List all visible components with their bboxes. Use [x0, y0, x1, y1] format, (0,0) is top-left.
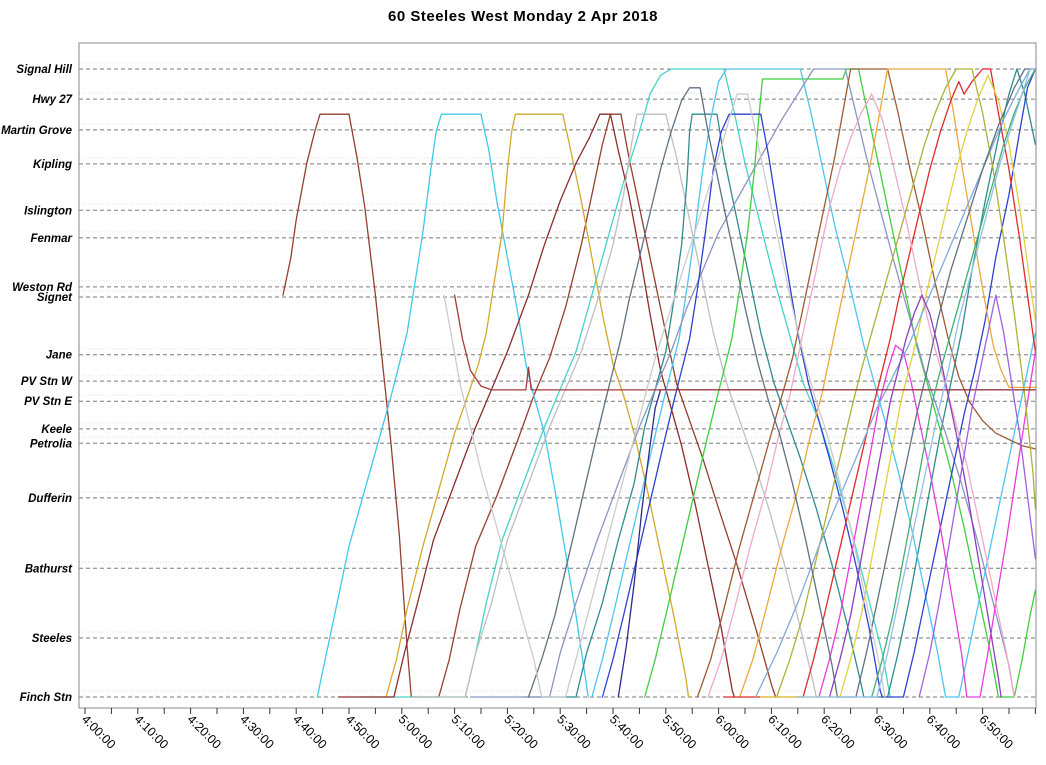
trip-seagreen: [871, 68, 1036, 698]
trip-cyan: [316, 113, 589, 698]
plot-border: [78, 42, 1037, 709]
trip-steelblue: [754, 68, 1036, 698]
station-label: Signal Hill: [16, 64, 72, 76]
station-label: Kipling: [33, 159, 72, 171]
trip-darkred: [337, 113, 736, 698]
time-label: 6:50:00: [976, 712, 1015, 751]
station-label: Finch Stn: [20, 692, 72, 704]
trip-orange: [739, 68, 1036, 698]
time-label: 4:00:00: [79, 712, 118, 751]
trip-darkred-layover: [453, 294, 1036, 391]
station-label: Steeles: [32, 633, 72, 645]
station-label: Bathurst: [25, 563, 73, 575]
trip-pink: [707, 93, 1015, 698]
station-label: Dufferin: [28, 493, 72, 505]
time-label: 4:50:00: [343, 712, 382, 751]
trip-royalblue: [601, 68, 1036, 698]
station-label: Fenmar: [30, 233, 72, 245]
time-label: 5:00:00: [396, 712, 435, 751]
trip-yellow: [760, 74, 1036, 698]
station-label: Martin Grove: [1, 125, 73, 137]
station-label: Keele: [41, 424, 72, 436]
trip-violet: [918, 294, 1036, 698]
trip-brown: [696, 68, 1036, 698]
trip-lines-group: [282, 68, 1036, 698]
time-label: 6:20:00: [818, 712, 857, 751]
time-label: 5:30:00: [554, 712, 593, 751]
time-label: 5:50:00: [660, 712, 699, 751]
station-label: Jane: [46, 350, 73, 362]
trip-paleblue: [797, 68, 1036, 698]
trip-navy-layover: [617, 389, 1036, 698]
station-label: PV Stn E: [24, 396, 72, 408]
time-label: 5:40:00: [607, 712, 646, 751]
time-label: 5:20:00: [501, 712, 540, 751]
station-label: Hwy 27: [32, 94, 72, 106]
trip-olive: [776, 68, 1036, 698]
station-label: Islington: [24, 205, 72, 217]
station-label: PV Stn W: [21, 376, 73, 388]
station-label: Weston Rd: [12, 282, 73, 294]
time-label: 4:20:00: [184, 712, 223, 751]
trip-teal: [522, 68, 1036, 698]
trip-darkslate: [527, 68, 1036, 698]
trip-slate: [469, 68, 1015, 698]
time-label: 4:10:00: [132, 712, 171, 751]
trip-maroon: [282, 113, 777, 698]
station-label: Petrolia: [30, 438, 73, 450]
trip-purple: [828, 294, 1002, 698]
trip-lightgray: [443, 93, 886, 698]
chart-title: 60 Steeles West Monday 2 Apr 2018: [388, 8, 658, 25]
time-label: 6:30:00: [871, 712, 910, 751]
station-label: Signet: [37, 292, 73, 304]
time-label: 6:10:00: [765, 712, 804, 751]
time-label: 6:00:00: [712, 712, 751, 751]
trip-gold: [385, 113, 690, 698]
trip-silver: [411, 113, 817, 698]
trip-cyan2: [591, 68, 1036, 698]
trip-red: [723, 68, 1036, 698]
time-label: 6:40:00: [924, 712, 963, 751]
time-label: 4:30:00: [237, 712, 276, 751]
time-label: 5:10:00: [448, 712, 487, 751]
time-label: 4:40:00: [290, 712, 329, 751]
